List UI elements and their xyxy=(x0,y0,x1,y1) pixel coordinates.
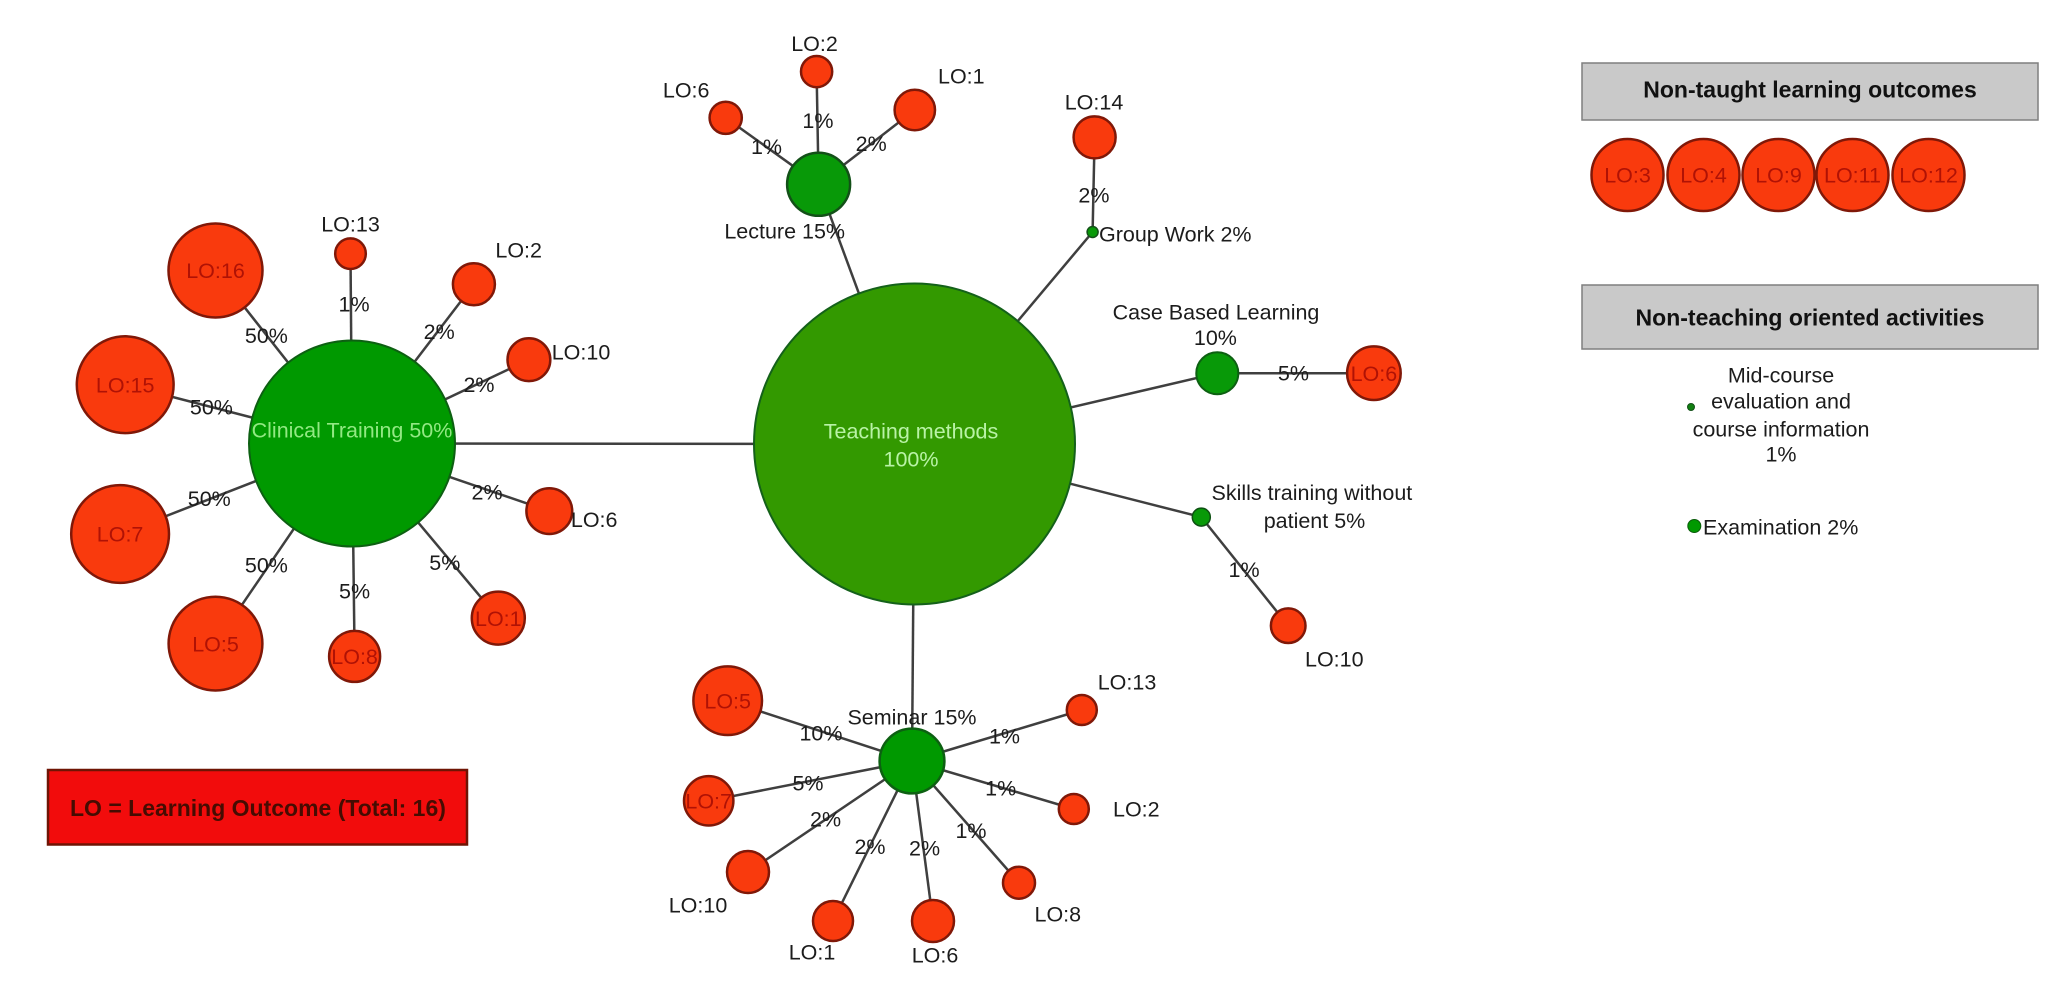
svg-text:1%: 1% xyxy=(1229,558,1260,582)
svg-text:LO:15: LO:15 xyxy=(96,373,155,397)
svg-text:1%: 1% xyxy=(751,135,782,159)
svg-text:LO:4: LO:4 xyxy=(1680,164,1727,188)
svg-text:Mid-course: Mid-course xyxy=(1728,364,1834,388)
svg-text:1%: 1% xyxy=(802,109,833,133)
svg-text:patient 5%: patient 5% xyxy=(1264,509,1366,533)
svg-text:evaluation and: evaluation and xyxy=(1711,390,1851,414)
svg-text:LO:10: LO:10 xyxy=(552,340,611,364)
svg-text:50%: 50% xyxy=(190,395,233,419)
svg-text:LO:8: LO:8 xyxy=(1034,903,1081,927)
svg-text:Seminar 15%: Seminar 15% xyxy=(847,706,976,730)
svg-text:10%: 10% xyxy=(1194,326,1237,350)
svg-text:LO:10: LO:10 xyxy=(1305,648,1364,672)
svg-text:LO:3: LO:3 xyxy=(1604,164,1651,188)
svg-text:LO = Learning Outcome (Total:: LO = Learning Outcome (Total: 16) xyxy=(70,795,446,821)
svg-text:LO:1: LO:1 xyxy=(789,941,836,965)
svg-text:LO:12: LO:12 xyxy=(1899,164,1958,188)
svg-text:LO:14: LO:14 xyxy=(1065,90,1124,114)
svg-text:LO:1: LO:1 xyxy=(475,607,522,631)
svg-text:LO:7: LO:7 xyxy=(685,790,732,814)
svg-text:2%: 2% xyxy=(1078,184,1109,208)
svg-text:LO:8: LO:8 xyxy=(331,645,378,669)
svg-text:5%: 5% xyxy=(1278,361,1309,385)
svg-text:Clinical Training 50%: Clinical Training 50% xyxy=(252,418,453,442)
svg-text:2%: 2% xyxy=(856,132,887,156)
svg-text:1%: 1% xyxy=(1765,443,1796,467)
svg-text:2%: 2% xyxy=(463,373,494,397)
svg-text:LO:2: LO:2 xyxy=(791,32,838,56)
svg-text:LO:6: LO:6 xyxy=(663,78,710,102)
svg-text:2%: 2% xyxy=(854,835,885,859)
svg-text:LO:10: LO:10 xyxy=(669,894,728,918)
svg-text:2%: 2% xyxy=(424,320,455,344)
svg-text:1%: 1% xyxy=(955,819,986,843)
svg-text:2%: 2% xyxy=(909,837,940,861)
svg-text:50%: 50% xyxy=(245,553,288,577)
svg-text:LO:13: LO:13 xyxy=(1098,671,1157,695)
svg-text:LO:13: LO:13 xyxy=(321,212,380,236)
svg-text:LO:6: LO:6 xyxy=(1351,362,1398,386)
svg-text:LO:6: LO:6 xyxy=(571,508,618,532)
svg-text:2%: 2% xyxy=(472,480,503,504)
svg-text:LO:11: LO:11 xyxy=(1824,164,1881,188)
svg-text:10%: 10% xyxy=(799,722,842,746)
svg-text:5%: 5% xyxy=(792,772,823,796)
svg-text:LO:9: LO:9 xyxy=(1755,164,1802,188)
svg-text:LO:16: LO:16 xyxy=(186,259,245,283)
svg-text:LO:7: LO:7 xyxy=(97,523,144,547)
svg-text:1%: 1% xyxy=(339,292,370,316)
svg-text:5%: 5% xyxy=(339,579,370,603)
svg-text:Case Based Learning: Case Based Learning xyxy=(1113,301,1320,325)
svg-text:Non-taught learning outcomes: Non-taught learning outcomes xyxy=(1643,76,1977,102)
svg-text:Group Work 2%: Group Work 2% xyxy=(1099,223,1252,247)
svg-text:100%: 100% xyxy=(884,447,939,471)
svg-text:Lecture 15%: Lecture 15% xyxy=(724,220,845,244)
svg-text:50%: 50% xyxy=(188,487,231,511)
svg-text:LO:1: LO:1 xyxy=(938,64,985,88)
svg-text:Non-teaching oriented activiti: Non-teaching oriented activities xyxy=(1636,304,1985,330)
svg-text:LO:5: LO:5 xyxy=(704,689,751,713)
svg-text:1%: 1% xyxy=(985,777,1016,801)
svg-text:course information: course information xyxy=(1693,418,1870,442)
svg-text:2%: 2% xyxy=(810,808,841,832)
svg-text:Teaching methods: Teaching methods xyxy=(824,419,999,443)
svg-text:LO:6: LO:6 xyxy=(912,944,959,968)
svg-text:Examination 2%: Examination 2% xyxy=(1703,516,1858,540)
svg-text:Skills training without: Skills training without xyxy=(1212,481,1413,505)
svg-text:LO:2: LO:2 xyxy=(495,238,542,262)
svg-text:LO:2: LO:2 xyxy=(1113,798,1160,822)
svg-text:50%: 50% xyxy=(245,324,288,348)
svg-text:5%: 5% xyxy=(429,551,460,575)
svg-text:1%: 1% xyxy=(989,725,1020,749)
svg-text:LO:5: LO:5 xyxy=(192,632,239,656)
